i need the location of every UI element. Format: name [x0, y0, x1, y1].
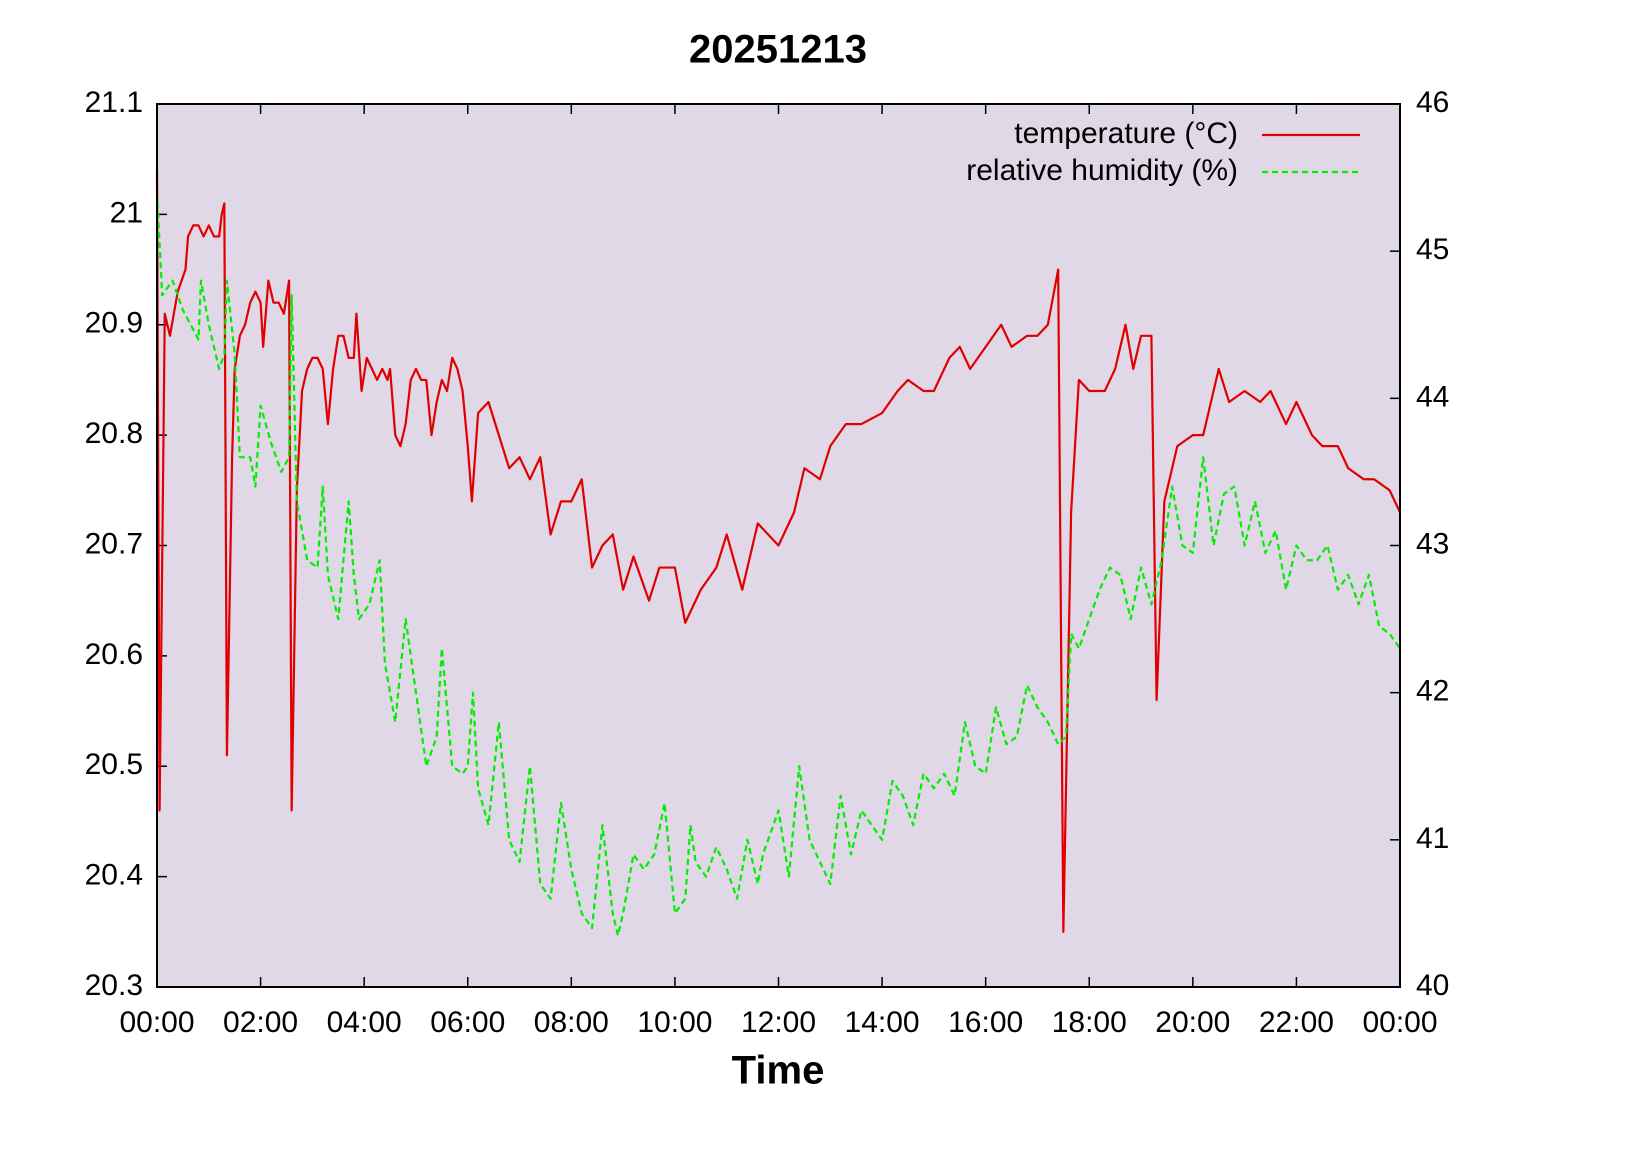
- x-tick-label: 18:00: [1052, 1006, 1127, 1039]
- x-tick-label: 02:00: [223, 1006, 298, 1039]
- x-tick-label: 08:00: [534, 1006, 609, 1039]
- x-tick-label: 20:00: [1155, 1006, 1230, 1039]
- y-tick-label: 20.6: [85, 638, 143, 671]
- y2-tick-label: 45: [1416, 233, 1449, 266]
- x-tick-label: 16:00: [948, 1006, 1023, 1039]
- data-line: [155, 192, 1401, 937]
- y2-tick-label: 40: [1416, 969, 1449, 1002]
- y2-tick-label: 43: [1416, 527, 1449, 560]
- y2-tick-label: 41: [1416, 822, 1449, 855]
- x-tick-label: 00:00: [119, 1006, 194, 1039]
- x-tick-label: 14:00: [845, 1006, 920, 1039]
- y2-tick-label: 44: [1416, 380, 1449, 413]
- legend-label: temperature (°C): [1014, 117, 1238, 150]
- y-tick-label: 20.9: [85, 307, 143, 340]
- y-tick-label: 21.1: [85, 86, 143, 119]
- x-tick-label: 00:00: [1362, 1006, 1437, 1039]
- y2-tick-label: 42: [1416, 675, 1449, 708]
- y-tick-label: 20.4: [85, 859, 143, 892]
- x-tick-label: 22:00: [1259, 1006, 1334, 1039]
- x-axis-label: Time: [732, 1049, 825, 1093]
- plot-border: [156, 103, 1401, 988]
- y-tick-label: 21: [110, 196, 143, 229]
- y-tick-label: 20.5: [85, 748, 143, 781]
- y2-tick-label: 46: [1416, 86, 1449, 119]
- x-tick-label: 06:00: [430, 1006, 505, 1039]
- chart-title: 20251213: [689, 28, 867, 72]
- y-tick-label: 20.8: [85, 417, 143, 450]
- y-tick-label: 20.7: [85, 527, 143, 560]
- x-tick-label: 10:00: [637, 1006, 712, 1039]
- y-tick-label: 20.3: [85, 969, 143, 1002]
- legend-label: relative humidity (%): [966, 154, 1238, 187]
- x-tick-label: 12:00: [741, 1006, 816, 1039]
- x-tick-label: 04:00: [327, 1006, 402, 1039]
- data-line: [155, 170, 1401, 933]
